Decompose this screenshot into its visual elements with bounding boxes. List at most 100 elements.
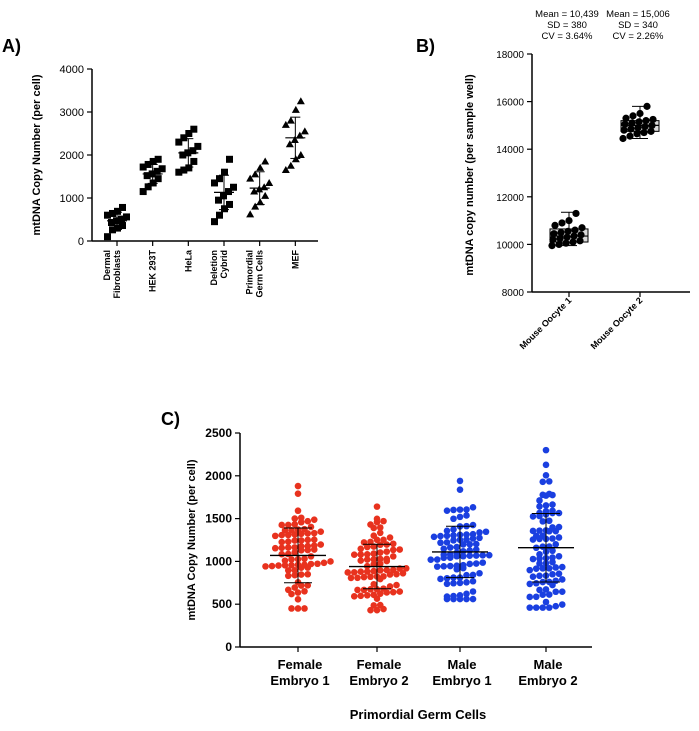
data-point [284,567,292,574]
data-point [301,555,308,563]
data-point [456,595,464,603]
data-point [463,531,470,538]
data-point [532,593,540,601]
data-point [450,526,457,533]
data-point [437,532,444,540]
data-point [304,582,312,589]
data-point [443,580,451,588]
data-point [367,606,374,614]
data-point [393,570,400,578]
panel-label: A) [2,36,21,56]
data-point [440,554,448,562]
data-point [466,552,474,559]
data-point [284,521,292,529]
data-point [556,234,564,243]
data-point [542,446,550,454]
data-point [314,560,321,568]
data-point [430,533,438,541]
data-point [278,550,286,558]
data-point [344,569,352,576]
data-point [370,550,378,557]
data-point [360,573,368,581]
data-point [226,155,233,163]
data-point [304,536,312,544]
data-point [443,532,451,540]
data-point [144,183,152,191]
data-point [526,604,534,611]
data-point [472,546,480,553]
data-point [307,523,315,531]
data-point [558,588,566,596]
data-point [367,586,374,593]
data-point [536,560,543,567]
data-point [291,537,299,544]
data-point [291,515,299,522]
category-label: Germ Cells [255,250,265,298]
data-point [215,196,222,204]
y-tick-label: 8000 [502,288,525,299]
data-point [578,224,586,232]
data-point [190,125,198,133]
data-point [154,175,162,183]
data-point [376,575,384,583]
data-point [380,517,387,525]
stat-label: CV = 3.64% [542,31,594,42]
data-point [383,557,391,565]
data-point [482,528,490,536]
data-point [459,541,467,548]
data-point [469,571,477,579]
data-point [433,556,441,563]
data-point [291,520,299,528]
data-point [367,538,374,546]
data-point [389,553,397,560]
data-point [294,605,302,612]
data-point [104,211,111,219]
y-tick-label: 2000 [60,150,84,162]
y-tick-label: 16000 [496,98,524,109]
data-point [529,513,537,520]
data-point [577,231,585,239]
data-point [185,130,193,137]
data-point [539,591,547,598]
data-point [118,215,125,223]
data-point [288,605,295,612]
category-label: Female [278,657,323,672]
data-point [437,539,444,547]
data-point [536,535,543,543]
data-point [629,112,637,120]
data-point [549,501,556,508]
data-point [443,507,451,515]
data-point [278,544,286,552]
data-point [642,117,650,125]
data-point [526,580,534,588]
data-point [469,595,477,603]
data-point [350,593,358,600]
data-point [281,527,289,534]
data-point [627,125,635,133]
data-point [123,213,130,221]
y-axis-title: mtDNA copy number (per sample well) [464,74,476,276]
data-point [262,563,269,570]
data-point [570,232,578,240]
data-point [114,207,121,215]
data-point [456,477,464,485]
y-tick-label: 2000 [205,469,232,483]
data-point [119,222,126,230]
category-label: HEK 293T [148,250,158,293]
data-point [297,530,305,538]
data-point [539,478,547,486]
data-point [363,551,371,558]
data-point [350,551,358,558]
data-point [619,134,627,143]
category-label: Female [357,657,402,672]
data-point [288,561,295,569]
data-point [310,529,318,537]
data-point [526,566,534,574]
data-point [180,166,188,174]
data-point [542,492,550,499]
data-point [300,127,309,135]
data-point [301,587,308,595]
data-point [158,165,166,173]
data-point [563,233,571,241]
